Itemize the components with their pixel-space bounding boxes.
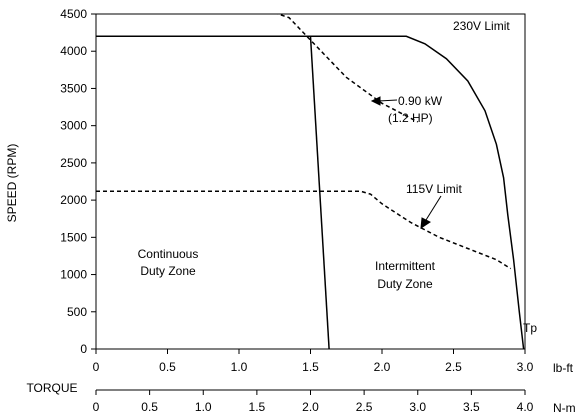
label-continuous: Continuous — [138, 247, 199, 261]
nm-tick-label: 3.0 — [409, 400, 426, 414]
y-tick-label: 1000 — [60, 268, 87, 282]
label-230v-limit: 230V Limit — [453, 19, 510, 33]
nm-tick-label: 4.0 — [517, 400, 534, 414]
label-peak-torque: Tp — [523, 321, 537, 335]
arrow-115v-head — [420, 217, 431, 230]
series-line-1 — [96, 35, 525, 349]
arrow-power-head — [370, 96, 381, 106]
x-tick-label: 2.5 — [445, 360, 462, 374]
annotation-arrows — [370, 96, 442, 230]
x-tick-label: 1.0 — [231, 360, 248, 374]
label-power-kw: 0.90 kW — [398, 94, 443, 108]
nm-tick-label: 0 — [93, 400, 100, 414]
y-tick-label: 3500 — [60, 81, 87, 95]
nm-tick-label: 2.5 — [356, 400, 373, 414]
nm-tick-label: 1.5 — [249, 400, 266, 414]
y-tick-label: 1500 — [60, 230, 87, 244]
x-unit-lbft: lb-ft — [553, 361, 574, 375]
x-axis-title: TORQUE — [26, 381, 77, 395]
y-axis-ticks: 0 500 1000 1500 2000 2500 3000 3500 4000 4500 — [60, 7, 96, 356]
arrow-115v-line — [425, 195, 442, 221]
x-axis-ticks-lbft: 0 0.5 1.0 1.5 2.0 2.5 3.0 — [93, 349, 534, 374]
series-line-2 — [309, 36, 330, 349]
nm-tick-label: 1.0 — [195, 400, 212, 414]
x-tick-label: 0.5 — [159, 360, 176, 374]
nm-tick-label: 2.0 — [302, 400, 319, 414]
x-tick-label: 2.0 — [374, 360, 391, 374]
y-tick-label: 2000 — [60, 193, 87, 207]
y-tick-label: 0 — [80, 342, 87, 356]
series-line-4 — [96, 190, 512, 270]
x-tick-label: 3.0 — [517, 360, 534, 374]
arrow-power-line — [377, 99, 398, 102]
x-tick-label: 1.5 — [302, 360, 319, 374]
x-unit-nm: N-m — [553, 401, 576, 415]
x-axis-nm: 0 0.5 1.0 1.5 2.0 2.5 3.0 3.5 4.0 — [93, 389, 534, 414]
y-axis-title: SPEED (RPM) — [5, 144, 19, 223]
label-intermittent: Intermittent — [375, 259, 436, 273]
label-power-hp: (1.2 HP) — [388, 111, 433, 125]
label-continuous-duty-zone: Duty Zone — [140, 264, 196, 278]
y-tick-label: 4500 — [60, 7, 87, 21]
label-intermittent-duty-zone: Duty Zone — [377, 277, 433, 291]
y-tick-label: 4000 — [60, 44, 87, 58]
y-tick-label: 3000 — [60, 119, 87, 133]
series-line-3 — [276, 14, 419, 123]
series-layer — [96, 14, 525, 349]
label-115v-limit: 115V Limit — [406, 182, 462, 196]
nm-tick-label: 0.5 — [141, 400, 158, 414]
x-tick-label: 0 — [93, 360, 100, 374]
nm-tick-label: 3.5 — [463, 400, 480, 414]
y-tick-label: 2500 — [60, 156, 87, 170]
y-tick-label: 500 — [67, 305, 87, 319]
